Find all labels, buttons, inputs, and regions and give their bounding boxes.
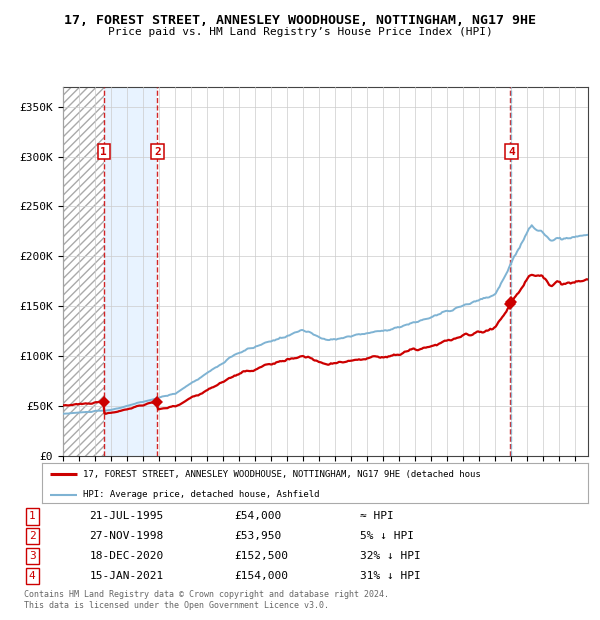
Text: 4: 4 <box>29 571 35 581</box>
Text: ≈ HPI: ≈ HPI <box>360 512 394 521</box>
Text: 3: 3 <box>29 551 35 561</box>
Text: 15-JAN-2021: 15-JAN-2021 <box>89 571 163 581</box>
Text: Price paid vs. HM Land Registry’s House Price Index (HPI): Price paid vs. HM Land Registry’s House … <box>107 27 493 37</box>
Text: £53,950: £53,950 <box>235 531 282 541</box>
Text: £152,500: £152,500 <box>235 551 289 561</box>
Text: 4: 4 <box>508 146 515 157</box>
Text: 1: 1 <box>29 512 35 521</box>
Bar <box>104 87 157 456</box>
Text: 17, FOREST STREET, ANNESLEY WOODHOUSE, NOTTINGHAM, NG17 9HE: 17, FOREST STREET, ANNESLEY WOODHOUSE, N… <box>64 14 536 27</box>
Text: 31% ↓ HPI: 31% ↓ HPI <box>360 571 421 581</box>
Text: Contains HM Land Registry data © Crown copyright and database right 2024.
This d: Contains HM Land Registry data © Crown c… <box>24 590 389 609</box>
Text: 1: 1 <box>100 146 107 157</box>
Text: £54,000: £54,000 <box>235 512 282 521</box>
Text: 2: 2 <box>29 531 35 541</box>
Text: 5% ↓ HPI: 5% ↓ HPI <box>360 531 414 541</box>
Text: 18-DEC-2020: 18-DEC-2020 <box>89 551 163 561</box>
Text: 17, FOREST STREET, ANNESLEY WOODHOUSE, NOTTINGHAM, NG17 9HE (detached hous: 17, FOREST STREET, ANNESLEY WOODHOUSE, N… <box>83 470 481 479</box>
Text: 27-NOV-1998: 27-NOV-1998 <box>89 531 163 541</box>
Text: 32% ↓ HPI: 32% ↓ HPI <box>360 551 421 561</box>
Text: £154,000: £154,000 <box>235 571 289 581</box>
Text: 2: 2 <box>154 146 161 157</box>
Text: 21-JUL-1995: 21-JUL-1995 <box>89 512 163 521</box>
Bar <box>63 87 104 456</box>
Text: HPI: Average price, detached house, Ashfield: HPI: Average price, detached house, Ashf… <box>83 490 319 499</box>
